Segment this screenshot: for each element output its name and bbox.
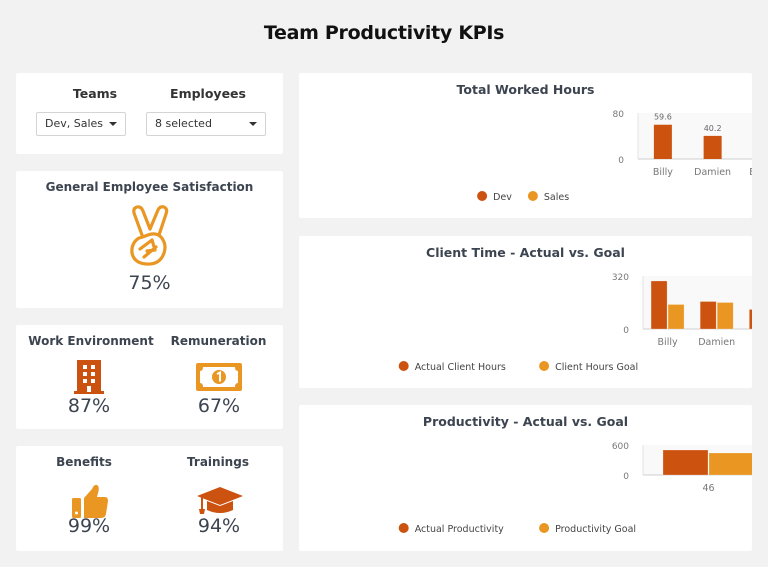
work-environment-value: 87% (67, 395, 111, 417)
data-label: 40.2 (704, 124, 722, 133)
legend-label: Actual Productivity (415, 524, 504, 535)
teams-dropdown[interactable]: Dev, Sales (36, 112, 126, 136)
x-tick-label: Elena (749, 167, 752, 178)
graduation-cap-icon (197, 487, 243, 514)
client-time-chart: 0320BillyDamienElenaJohanMichaelNicoQuen… (398, 273, 752, 373)
data-label: 59.6 (654, 113, 672, 122)
thumbs-up-icon (72, 484, 108, 518)
money-bill-icon (196, 363, 242, 391)
x-tick-label: Damien (698, 337, 735, 348)
benefits-title: Benefits (56, 455, 112, 469)
legend-marker (477, 191, 488, 201)
work-environment-title: Work Environment (28, 334, 154, 348)
productivity-card: Productivity - Actual vs. Goal 060046474… (299, 405, 752, 551)
remuneration-title: Remuneration (170, 334, 267, 348)
trainings-value: 94% (197, 515, 241, 537)
chevron-down-icon (249, 122, 257, 126)
building-icon (74, 360, 104, 394)
benefits-trainings-card: Benefits 99% Trainings 94% (16, 446, 283, 551)
x-tick-label: 46 (702, 483, 714, 494)
employees-filter: Employees 8 selected (146, 73, 268, 136)
legend-label: Client Hours Goal (555, 362, 638, 373)
legend-marker (527, 191, 538, 201)
environment-remuneration-card: Work Environment 87% Remuneration 67% (16, 325, 283, 429)
bar-dev (653, 124, 672, 159)
legend-marker (539, 523, 550, 533)
chart-title: Total Worked Hours (456, 82, 595, 97)
bar-productivity-goal (708, 452, 752, 476)
bar-actual-client-hours (650, 280, 668, 330)
trainings-title: Trainings (187, 455, 249, 469)
bar-actual-productivity (662, 449, 709, 476)
legend-marker (398, 523, 409, 533)
y-tick-label: 0 (623, 472, 629, 482)
chevron-down-icon (109, 122, 117, 126)
page-title: Team Productivity KPIs (263, 22, 505, 44)
remuneration-value: 67% (197, 395, 241, 417)
legend-label: Dev (493, 192, 512, 203)
worked-hours-card: Total Worked Hours 0 80 Billy 59.6 Damien 40.… (299, 73, 752, 218)
legend-marker (398, 361, 409, 371)
client-time-card: Client Time - Actual vs. Goal 0 320 Billy D… (299, 236, 752, 388)
chart-title: Client Time - Actual vs. Goal (426, 245, 625, 260)
productivity-chart: 0600464748Week numberActual Productivity… (398, 442, 752, 535)
peace-hand-icon (130, 205, 169, 266)
y-tick-label: 320 (612, 273, 629, 283)
legend-label: Actual Client Hours (415, 362, 506, 373)
bar-actual-client-hours (749, 309, 752, 330)
legend-marker (539, 361, 550, 371)
bar-client-hours-goal (716, 302, 734, 330)
satisfaction-title: General Employee Satisfaction (45, 180, 254, 194)
x-tick-label: Billy (653, 167, 673, 178)
employees-dropdown[interactable]: 8 selected (146, 112, 266, 136)
bar-actual-client-hours (699, 301, 717, 330)
x-tick-label: Billy (658, 337, 678, 348)
bar-dev (703, 135, 722, 159)
y-tick-label: 600 (612, 442, 629, 452)
bar-client-hours-goal (667, 304, 685, 330)
satisfaction-card: General Employee Satisfaction 75% (16, 171, 283, 308)
legend-label: Sales (544, 192, 569, 203)
legend-label: Productivity Goal (555, 524, 636, 535)
employees-dropdown-value: 8 selected (155, 117, 212, 130)
employees-filter-label: Employees (170, 86, 246, 101)
x-tick-label: Damien (694, 167, 731, 178)
filters-panel: Teams Dev, Sales Employees 8 selected (16, 73, 283, 154)
y-tick-label: 80 (613, 110, 625, 120)
teams-filter: Teams Dev, Sales (36, 73, 150, 136)
satisfaction-value: 75% (128, 272, 171, 294)
worked-hours-chart: 080Billy59.6Damien40.2Elena40.3Johan41.3… (477, 110, 752, 203)
y-tick-label: 0 (618, 156, 624, 166)
benefits-value: 99% (67, 515, 111, 537)
teams-filter-label: Teams (72, 86, 118, 101)
teams-dropdown-value: Dev, Sales (45, 117, 104, 130)
chart-title: Productivity - Actual vs. Goal (422, 414, 629, 429)
y-tick-label: 0 (623, 326, 629, 336)
